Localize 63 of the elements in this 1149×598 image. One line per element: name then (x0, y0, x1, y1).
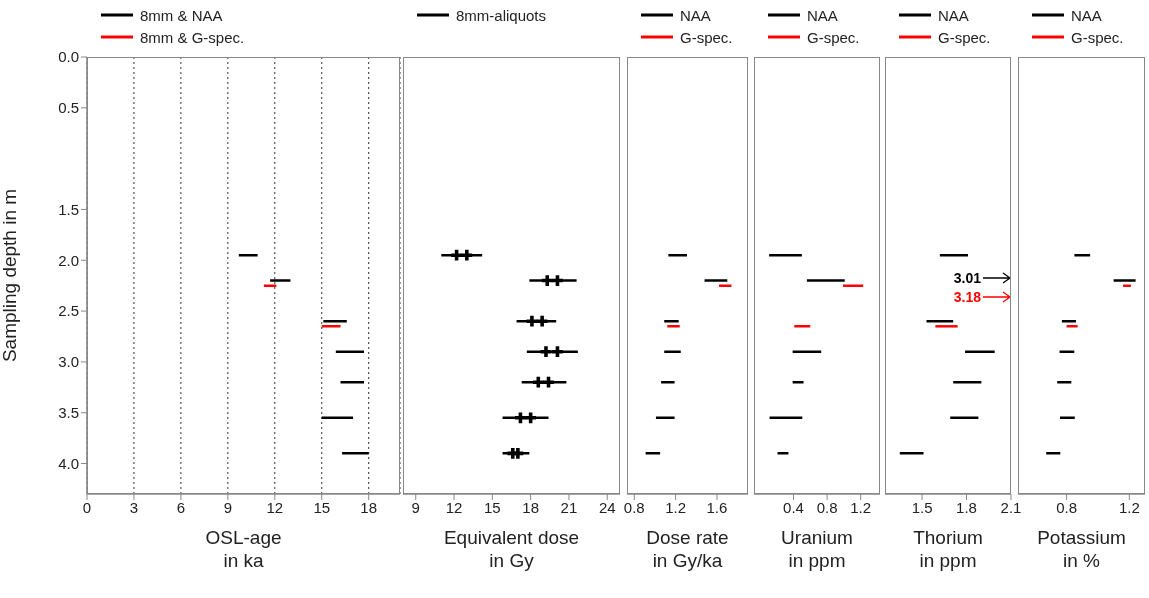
point (525, 412, 537, 424)
x-tick-label: 0.4 (783, 498, 804, 516)
x-tick-label: 1.2 (665, 498, 687, 516)
x-tick-label: 15 (484, 498, 501, 516)
legend-label: NAA (938, 6, 969, 24)
y-tick-label: 4.0 (58, 454, 79, 472)
annotation: 3.18 (953, 289, 982, 305)
x-axis-title: Potassium in % (1037, 527, 1126, 571)
y-tick-label: 1.5 (58, 200, 79, 218)
legend-label: 8mm-aliquots (456, 6, 547, 24)
x-tick-label: 1.2 (850, 498, 872, 516)
x-tick-label: 1.5 (911, 498, 933, 516)
x-tick-label: 18 (522, 498, 539, 516)
y-tick-label: 3.0 (58, 353, 79, 371)
x-tick-label: 2.1 (1000, 498, 1022, 516)
x-tick-label: 0.8 (1056, 498, 1078, 516)
legend-label: NAA (680, 6, 711, 24)
x-tick-label: 9 (411, 498, 420, 516)
x-tick-label: 18 (360, 498, 378, 516)
legend-label: G-spec. (938, 28, 991, 46)
x-axis-title: OSL-age in ka (205, 527, 282, 571)
point (541, 275, 553, 286)
y-tick-label: 0.5 (58, 99, 79, 117)
x-axis-title: Dose rate in Gy/ka (646, 527, 729, 571)
legend-label: NAA (807, 6, 838, 24)
legend-label: G-spec. (680, 28, 733, 46)
x-tick-label: 0.8 (816, 498, 838, 516)
x-tick-label: 3 (129, 498, 139, 516)
x-tick-label: 0 (82, 498, 92, 516)
point (515, 412, 526, 424)
x-tick-label: 9 (223, 498, 233, 516)
x-tick-label: 12 (266, 498, 284, 516)
x-tick-label: 1.6 (706, 498, 728, 516)
y-tick-label: 2.0 (58, 251, 79, 269)
point (540, 346, 552, 358)
point (536, 315, 548, 327)
point (543, 376, 554, 388)
x-tick-label: 0.8 (623, 498, 645, 516)
legend-label: NAA (1071, 6, 1102, 24)
legend-label: 8mm & G-spec. (140, 28, 245, 46)
x-tick-label: 6 (176, 498, 186, 516)
x-axis-title: Uranium in ppm (781, 527, 853, 571)
x-axis-title: Thorium in ppm (913, 527, 983, 571)
y-tick-label: 0.0 (58, 48, 79, 66)
x-tick-label: 15 (313, 498, 331, 516)
point (526, 315, 538, 327)
point (532, 376, 544, 388)
x-tick-label: 12 (445, 498, 463, 516)
legend-label: 8mm & NAA (140, 6, 223, 24)
y-axis-title: Sampling depth in m (0, 188, 20, 363)
x-axis-title: Equivalent dose in Gy (443, 527, 580, 571)
legend-label: G-spec. (807, 28, 860, 46)
y-tick-label: 2.5 (58, 302, 79, 320)
x-tick-label: 1.2 (1118, 498, 1140, 516)
point (552, 346, 563, 358)
point (451, 249, 462, 261)
y-tick-label: 3.5 (58, 404, 79, 422)
x-tick-label: 24 (598, 498, 616, 516)
point (461, 249, 473, 261)
annotation: 3.01 (953, 270, 982, 286)
legend-label: G-spec. (1071, 28, 1124, 46)
x-tick-label: 1.8 (956, 498, 977, 516)
x-tick-label: 21 (560, 498, 578, 516)
